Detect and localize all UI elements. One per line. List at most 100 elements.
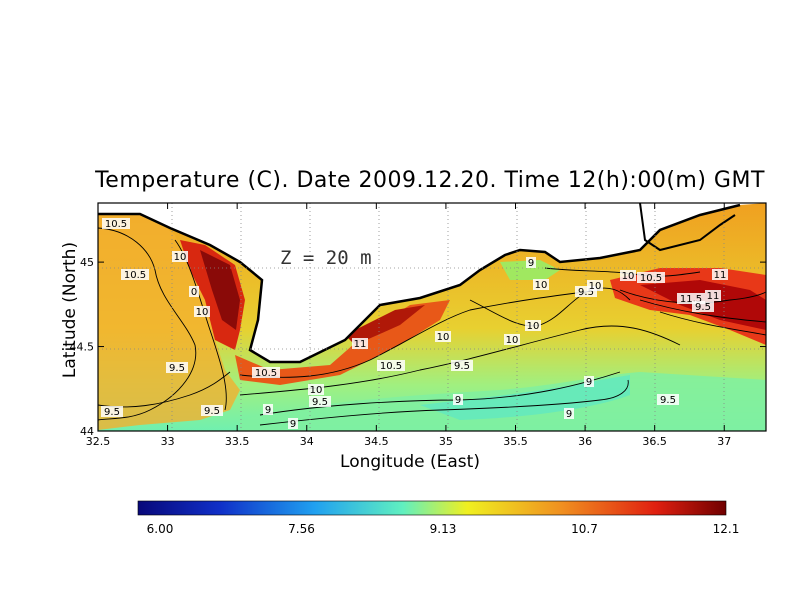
contour-label: 10 bbox=[589, 281, 602, 292]
contour-line bbox=[98, 227, 197, 421]
contour-line bbox=[469, 287, 631, 327]
contour-line bbox=[659, 311, 766, 336]
chart-title: Temperature (C). Date 2009.12.20. Time 1… bbox=[95, 168, 765, 193]
contour-label: 9 bbox=[586, 377, 592, 388]
contour-label: 10.5 bbox=[105, 219, 127, 230]
x-tick-label: 34 bbox=[300, 435, 314, 448]
contour-label: 9.5 bbox=[312, 397, 328, 408]
contour-label-bg bbox=[288, 418, 298, 429]
contour-label-bg bbox=[584, 376, 594, 387]
x-tick-label: 36.5 bbox=[642, 435, 667, 448]
contour-label: 9 bbox=[290, 419, 296, 430]
contour-label-bg bbox=[201, 405, 223, 416]
hot-core-south bbox=[345, 305, 425, 345]
contour-label: 10 bbox=[622, 271, 635, 282]
contour-label: 10 bbox=[535, 280, 548, 291]
contour-label-bg bbox=[377, 360, 405, 371]
contour-label: 9 bbox=[566, 409, 572, 420]
contour-label: 10 bbox=[310, 385, 323, 396]
contour-label: 0 bbox=[191, 287, 197, 298]
contour-label-bg bbox=[533, 279, 549, 290]
contour-label-bg bbox=[620, 270, 636, 281]
contour-line bbox=[239, 289, 601, 378]
contour-label-bg bbox=[121, 269, 149, 280]
contour-label: 11 bbox=[714, 270, 727, 281]
contour-label-bg bbox=[712, 269, 728, 280]
colorbar-tick-label: 9.13 bbox=[430, 522, 457, 536]
contour-label: 9.5 bbox=[660, 395, 676, 406]
contour-label: 10 bbox=[506, 335, 519, 346]
contour-line bbox=[639, 299, 766, 323]
contour-label-bg bbox=[252, 367, 280, 378]
contour-label-bg bbox=[692, 301, 714, 312]
contour-label: 9.5 bbox=[104, 407, 120, 418]
contour-label: 10 bbox=[196, 307, 209, 318]
y-tick-label: 44 bbox=[80, 425, 94, 438]
contour-line bbox=[259, 379, 629, 426]
coastline-azov bbox=[639, 203, 736, 252]
contour-label: 11 bbox=[707, 291, 720, 302]
x-tick-label: 34.5 bbox=[364, 435, 389, 448]
x-axis-ticks: 32.5 33 33.5 34 34.5 35 35.5 36 36.5 37 bbox=[86, 203, 731, 448]
y-tick-label: 44.5 bbox=[70, 341, 95, 354]
contour-label: 10 bbox=[174, 252, 187, 263]
contour-label-bg bbox=[657, 394, 679, 405]
colorbar-tick-label: 10.7 bbox=[571, 522, 598, 536]
contour-label: 9 bbox=[528, 258, 534, 269]
contour-label: 9 bbox=[265, 405, 271, 416]
contour-label: 10 bbox=[437, 332, 450, 343]
y-axis-ticks: 44 44.5 45 bbox=[70, 256, 766, 438]
kerch-cool-area bbox=[500, 260, 560, 280]
colorbar bbox=[137, 500, 727, 516]
contour-label-bg bbox=[526, 257, 536, 268]
contour-label-bg bbox=[263, 404, 273, 415]
contour-label-bg bbox=[166, 362, 188, 373]
contour-line bbox=[619, 289, 766, 304]
contour-label-bg bbox=[102, 218, 130, 229]
contour-label: 10 bbox=[527, 321, 540, 332]
contour-label: 9.5 bbox=[169, 363, 185, 374]
contour-label: 11 bbox=[354, 339, 367, 350]
contour-label-bg bbox=[575, 286, 597, 297]
contour-label-bg bbox=[705, 290, 721, 301]
coastline bbox=[98, 203, 741, 364]
contour-label: 10.5 bbox=[380, 361, 402, 372]
contour-label-bg bbox=[504, 334, 520, 345]
x-tick-label: 35.5 bbox=[503, 435, 528, 448]
x-tick-label: 37 bbox=[717, 435, 731, 448]
contour-label: 9.5 bbox=[454, 361, 470, 372]
contour-line bbox=[98, 371, 231, 408]
colorbar-tick-label: 6.00 bbox=[147, 522, 174, 536]
plot-frame bbox=[97, 202, 767, 432]
hot-core-west bbox=[200, 250, 240, 330]
contour-label-bg bbox=[101, 406, 123, 417]
contour-label-bg bbox=[525, 320, 541, 331]
contour-label-bg bbox=[309, 396, 331, 407]
contour-label: 9.5 bbox=[204, 406, 220, 417]
contour-label-bg bbox=[172, 251, 188, 262]
warm-region-west bbox=[98, 215, 240, 430]
land-mass bbox=[98, 203, 766, 362]
x-tick-label: 35 bbox=[439, 435, 453, 448]
contour-label-bg bbox=[189, 286, 199, 297]
contour-label-bg bbox=[453, 394, 463, 405]
contour-label-bg bbox=[435, 331, 451, 342]
contour-label: 10.5 bbox=[255, 368, 277, 379]
contour-label-bg bbox=[352, 338, 368, 349]
contour-label: 11.5 bbox=[680, 294, 702, 305]
contour-label-bg bbox=[637, 272, 665, 283]
contour-line bbox=[174, 239, 227, 411]
colorbar-ticks: 6.00 7.56 9.13 10.7 12.1 bbox=[147, 522, 740, 536]
x-tick-label: 33.5 bbox=[225, 435, 250, 448]
x-tick-label: 36 bbox=[578, 435, 592, 448]
x-tick-label: 33 bbox=[161, 435, 175, 448]
contour-label-bg bbox=[677, 293, 705, 304]
grid bbox=[98, 203, 766, 431]
contour-label: 9 bbox=[455, 395, 461, 406]
y-tick-label: 45 bbox=[80, 256, 94, 269]
x-tick-label: 32.5 bbox=[86, 435, 111, 448]
x-axis-label: Longitude (East) bbox=[340, 452, 480, 472]
